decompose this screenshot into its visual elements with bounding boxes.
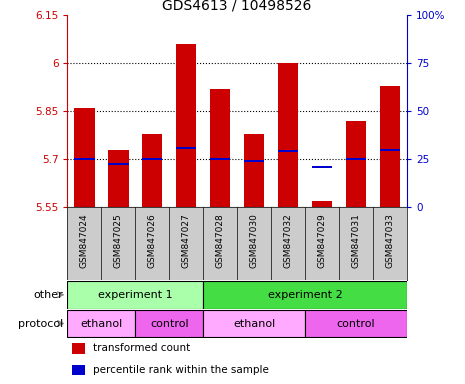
Text: protocol: protocol xyxy=(18,318,63,329)
Bar xyxy=(176,44,196,207)
Bar xyxy=(72,364,85,375)
Bar xyxy=(346,121,366,207)
Text: GSM847030: GSM847030 xyxy=(250,213,259,268)
Bar xyxy=(142,158,162,160)
Bar xyxy=(67,281,203,309)
Text: GSM847024: GSM847024 xyxy=(80,213,89,268)
Bar xyxy=(108,150,128,207)
Bar xyxy=(135,310,203,338)
Text: GSM847028: GSM847028 xyxy=(216,213,225,268)
Bar xyxy=(305,310,407,338)
Text: experiment 2: experiment 2 xyxy=(268,290,342,300)
Bar xyxy=(380,86,400,207)
Bar xyxy=(203,281,407,309)
Text: GSM847031: GSM847031 xyxy=(352,213,360,268)
Text: GSM847026: GSM847026 xyxy=(148,213,157,268)
Text: GSM847025: GSM847025 xyxy=(114,213,123,268)
Bar xyxy=(176,147,196,149)
Text: GSM847033: GSM847033 xyxy=(385,213,394,268)
Bar xyxy=(278,151,298,152)
Text: other: other xyxy=(33,290,63,300)
Bar xyxy=(312,201,332,207)
Text: GSM847029: GSM847029 xyxy=(318,213,326,268)
Bar xyxy=(72,343,85,354)
Text: ethanol: ethanol xyxy=(80,318,122,329)
Bar xyxy=(380,149,400,151)
Bar xyxy=(74,108,94,207)
Bar xyxy=(244,160,264,162)
Bar xyxy=(346,158,366,160)
Bar xyxy=(108,163,128,165)
Bar xyxy=(278,63,298,207)
Bar xyxy=(244,134,264,207)
Text: percentile rank within the sample: percentile rank within the sample xyxy=(93,364,269,375)
Bar xyxy=(210,89,230,207)
Bar xyxy=(142,134,162,207)
Bar xyxy=(312,166,332,168)
Bar xyxy=(203,310,305,338)
Text: transformed count: transformed count xyxy=(93,343,190,354)
Title: GDS4613 / 10498526: GDS4613 / 10498526 xyxy=(162,0,312,13)
Bar xyxy=(74,158,94,160)
Text: ethanol: ethanol xyxy=(233,318,275,329)
Text: experiment 1: experiment 1 xyxy=(98,290,173,300)
Text: GSM847032: GSM847032 xyxy=(284,213,292,268)
Text: control: control xyxy=(337,318,375,329)
Bar xyxy=(67,310,135,338)
Bar xyxy=(210,158,230,160)
Text: control: control xyxy=(150,318,189,329)
Text: GSM847027: GSM847027 xyxy=(182,213,191,268)
